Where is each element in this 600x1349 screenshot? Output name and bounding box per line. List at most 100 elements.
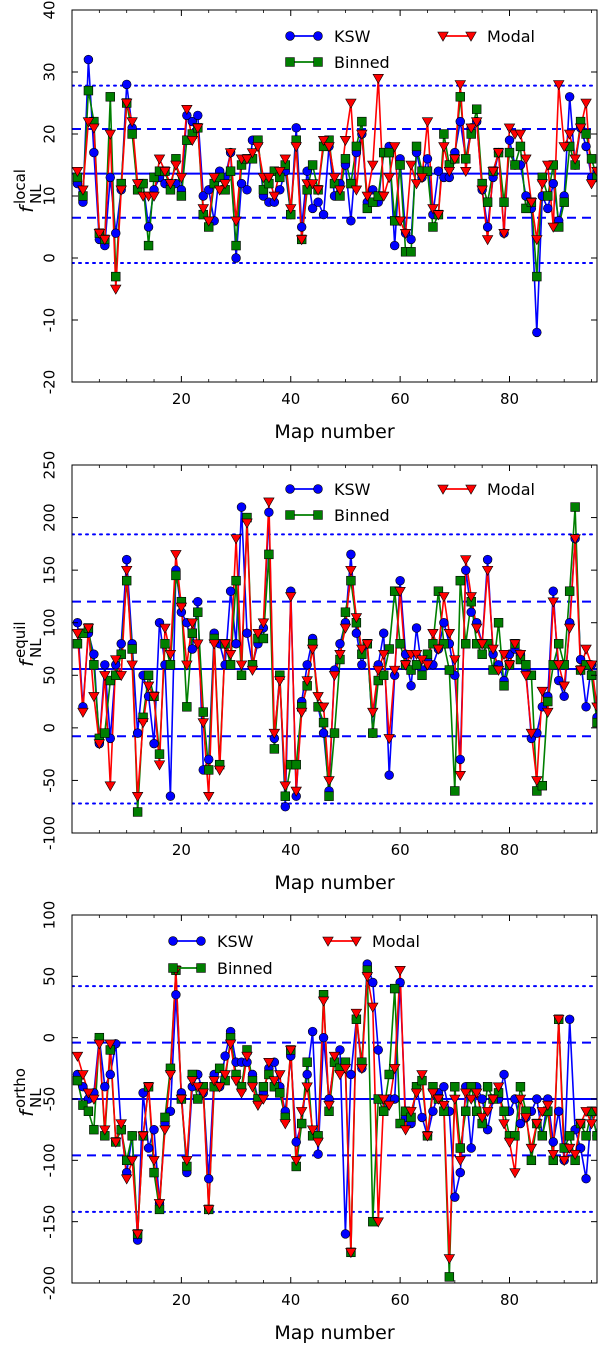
data-point-modal — [585, 1119, 597, 1130]
data-point-modal — [405, 160, 417, 171]
data-point-ksw — [149, 738, 159, 749]
data-point-modal — [514, 129, 527, 140]
data-point-ksw — [450, 1192, 460, 1202]
data-point-ksw — [132, 728, 143, 738]
data-point-binned — [149, 1167, 159, 1178]
legend-marker — [437, 484, 449, 495]
data-point-modal — [295, 1107, 308, 1118]
data-point-binned — [193, 607, 203, 617]
data-point-modal — [361, 191, 374, 202]
data-point-modal — [164, 1070, 177, 1081]
data-point-modal — [268, 191, 281, 202]
data-point-binned — [406, 665, 416, 675]
data-point-modal — [323, 776, 335, 787]
data-point-modal — [476, 639, 488, 650]
data-point-ksw — [346, 1069, 356, 1080]
data-point-ksw — [422, 154, 433, 164]
data-point-modal — [334, 185, 346, 196]
data-point-modal — [372, 665, 384, 676]
data-point-binned — [89, 1124, 99, 1135]
data-point-modal — [224, 1039, 237, 1050]
data-point-modal — [378, 191, 390, 202]
y-tick-label: 30 — [41, 62, 59, 81]
data-point-modal — [301, 676, 313, 687]
data-point-ksw — [499, 1069, 509, 1080]
data-point-modal — [82, 623, 95, 634]
data-point-modal — [476, 185, 488, 196]
x-tick-label: 40 — [281, 390, 300, 408]
legend: KSW Binned Modal — [285, 27, 535, 72]
legend-item-ksw: KSW — [285, 480, 371, 499]
data-point-modal — [148, 191, 160, 202]
data-point-binned — [258, 185, 269, 195]
data-point-binned — [428, 222, 438, 232]
data-point-modal — [509, 639, 521, 650]
data-point-modal — [542, 707, 554, 718]
data-point-modal — [569, 154, 581, 165]
data-point-modal — [361, 972, 374, 983]
data-point-modal — [72, 1051, 84, 1062]
y-tick-label: 250 — [41, 451, 59, 480]
series-markers-modal — [72, 965, 597, 1265]
legend-label: KSW — [217, 932, 254, 951]
data-point-binned — [395, 639, 405, 649]
data-point-modal — [104, 781, 116, 792]
data-point-modal — [181, 1156, 193, 1167]
data-point-modal — [110, 1137, 122, 1148]
data-point-modal — [345, 565, 357, 576]
data-point-binned — [346, 178, 356, 189]
data-point-binned — [384, 147, 394, 158]
data-point-ksw — [532, 1094, 542, 1104]
data-point-modal — [181, 105, 193, 116]
data-point-modal — [131, 791, 144, 803]
data-point-modal — [72, 167, 84, 178]
data-point-modal — [137, 718, 149, 729]
data-point-modal — [126, 117, 138, 128]
data-point-ksw — [477, 1094, 487, 1104]
data-point-modal — [131, 1229, 144, 1240]
data-point-ksw — [346, 549, 356, 560]
data-point-modal — [274, 1070, 286, 1081]
data-point-modal — [345, 98, 357, 109]
data-point-modal — [295, 707, 308, 718]
data-point-modal — [569, 534, 581, 545]
data-point-modal — [164, 650, 177, 661]
x-tick-label: 60 — [391, 1291, 410, 1309]
data-point-modal — [263, 173, 275, 184]
data-point-ksw — [411, 623, 422, 633]
data-point-modal — [263, 1058, 275, 1069]
legend-label: Modal — [487, 27, 535, 46]
data-point-modal — [487, 1094, 499, 1105]
data-point-modal — [399, 229, 412, 240]
data-point-modal — [470, 1088, 483, 1099]
legend-label: Binned — [217, 959, 273, 978]
x-axis-label: Map number — [274, 1322, 394, 1344]
data-point-modal — [547, 597, 559, 608]
data-point-binned — [368, 197, 378, 207]
data-point-binned — [450, 1082, 460, 1092]
data-point-modal — [388, 142, 401, 153]
legend-item-ksw: KSW — [168, 932, 254, 951]
series-markers-modal — [72, 74, 597, 295]
data-point-modal — [120, 98, 133, 109]
y-axis-label-sup: local — [11, 169, 29, 204]
data-point-binned — [461, 639, 471, 649]
plot-area — [72, 497, 597, 817]
data-point-binned — [499, 197, 509, 207]
data-point-modal — [252, 1100, 264, 1111]
data-point-modal — [334, 650, 346, 661]
data-point-binned — [357, 116, 367, 127]
data-point-modal — [153, 154, 166, 165]
data-point-modal — [536, 179, 549, 190]
data-point-modal — [591, 1107, 597, 1118]
data-point-modal — [449, 1094, 461, 1105]
data-point-modal — [159, 1125, 171, 1136]
data-point-binned — [296, 1118, 307, 1129]
data-point-modal — [230, 1076, 242, 1087]
data-point-modal — [492, 665, 505, 676]
data-point-binned — [422, 166, 433, 176]
data-point-binned — [231, 240, 241, 251]
legend: KSW Binned Modal — [168, 932, 420, 978]
data-point-binned — [269, 744, 280, 754]
